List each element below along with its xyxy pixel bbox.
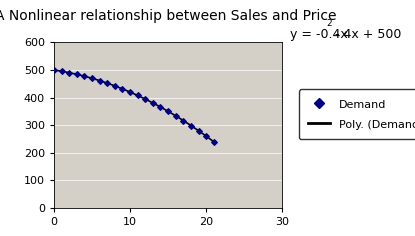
Point [149,101,156,105]
Point [89,76,95,80]
Point [188,124,194,127]
Point [127,90,133,94]
Point [195,129,202,133]
Point [157,105,164,109]
Point [180,119,187,122]
Text: 2: 2 [327,19,332,28]
Text: - 4x + 500: - 4x + 500 [331,28,401,41]
Point [81,74,88,78]
Point [172,114,179,118]
Point [142,97,149,101]
Point [58,69,65,73]
Text: y = -0.4x: y = -0.4x [290,28,348,41]
Point [165,110,171,113]
Point [66,71,73,75]
Legend: Demand, Poly. (Demand): Demand, Poly. (Demand) [299,89,415,139]
Point [51,68,57,72]
Point [203,134,210,138]
Text: A Nonlinear relationship between Sales and Price: A Nonlinear relationship between Sales a… [0,9,337,23]
Point [134,93,141,97]
Point [119,87,126,91]
Point [112,84,118,88]
Point [210,140,217,143]
Point [96,79,103,82]
Point [104,81,110,85]
Point [73,72,80,76]
